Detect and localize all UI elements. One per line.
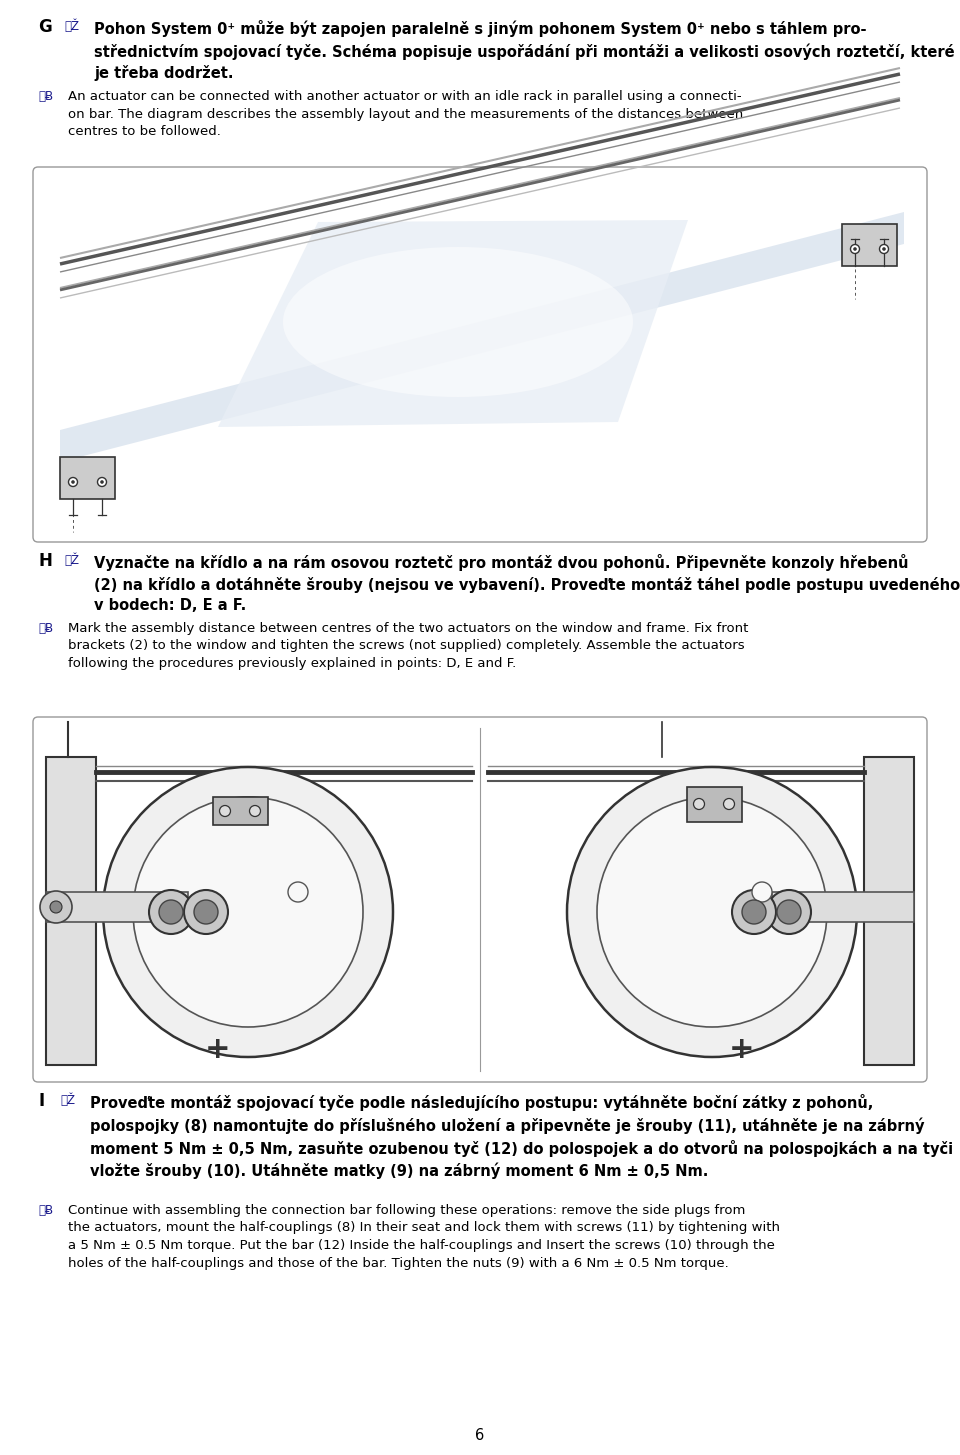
Text: ⒸŽ: ⒸŽ <box>60 1094 75 1107</box>
Circle shape <box>752 882 772 902</box>
Circle shape <box>220 806 230 816</box>
Text: ⒶɃ: ⒶɃ <box>38 621 53 634</box>
Circle shape <box>851 244 859 253</box>
Circle shape <box>100 480 104 485</box>
Text: 6: 6 <box>475 1427 485 1443</box>
Text: ⒸŽ: ⒸŽ <box>64 554 79 567</box>
Circle shape <box>693 799 705 809</box>
Text: Proveďte montáž spojovací tyče podle následujícího postupu: vytáhněte boční zátk: Proveďte montáž spojovací tyče podle nás… <box>90 1094 953 1180</box>
Circle shape <box>882 247 886 250</box>
Text: Continue with assembling the connection bar following these operations: remove t: Continue with assembling the connection … <box>68 1203 780 1270</box>
Circle shape <box>98 477 107 486</box>
FancyBboxPatch shape <box>60 457 115 499</box>
Text: ⒶɃ: ⒶɃ <box>38 90 53 103</box>
FancyBboxPatch shape <box>33 717 927 1083</box>
Polygon shape <box>864 757 914 1065</box>
Text: I: I <box>38 1093 44 1110</box>
Circle shape <box>732 890 776 934</box>
Polygon shape <box>46 757 96 1065</box>
Text: Mark the assembly distance between centres of the two actuators on the window an: Mark the assembly distance between centr… <box>68 621 749 669</box>
Circle shape <box>879 244 889 253</box>
Text: H: H <box>38 551 52 570</box>
Circle shape <box>567 767 857 1056</box>
Text: +: + <box>205 1035 230 1064</box>
Text: ⒸŽ: ⒸŽ <box>64 20 79 33</box>
Circle shape <box>250 806 260 816</box>
Bar <box>213 797 268 825</box>
Circle shape <box>777 901 801 924</box>
Bar <box>687 787 742 822</box>
Circle shape <box>742 901 766 924</box>
Text: ⒶɃ: ⒶɃ <box>38 1203 53 1216</box>
Polygon shape <box>772 892 914 922</box>
Circle shape <box>853 247 856 250</box>
Text: Vyznačte na křídlo a na rám osovou roztetč pro montáž dvou pohonů. Připevněte ko: Vyznačte na křídlo a na rám osovou rozte… <box>94 554 960 613</box>
Circle shape <box>159 901 183 924</box>
Ellipse shape <box>283 247 633 397</box>
Circle shape <box>724 799 734 809</box>
Circle shape <box>40 890 72 922</box>
Circle shape <box>597 797 827 1027</box>
Circle shape <box>288 882 308 902</box>
FancyBboxPatch shape <box>842 224 897 266</box>
Circle shape <box>50 901 62 912</box>
Polygon shape <box>218 220 688 426</box>
Circle shape <box>149 890 193 934</box>
Text: +: + <box>730 1035 755 1064</box>
Circle shape <box>71 480 75 485</box>
Circle shape <box>133 797 363 1027</box>
Text: Pohon System 0⁺ může být zapojen paralelně s jiným pohonem System 0⁺ nebo s táhl: Pohon System 0⁺ může být zapojen paralel… <box>94 20 954 81</box>
Text: G: G <box>38 17 52 36</box>
Circle shape <box>767 890 811 934</box>
Text: An actuator can be connected with another actuator or with an idle rack in paral: An actuator can be connected with anothe… <box>68 90 743 138</box>
Polygon shape <box>46 892 188 922</box>
Polygon shape <box>60 212 904 463</box>
Circle shape <box>194 901 218 924</box>
Circle shape <box>68 477 78 486</box>
FancyBboxPatch shape <box>33 167 927 543</box>
Circle shape <box>184 890 228 934</box>
Circle shape <box>103 767 393 1056</box>
